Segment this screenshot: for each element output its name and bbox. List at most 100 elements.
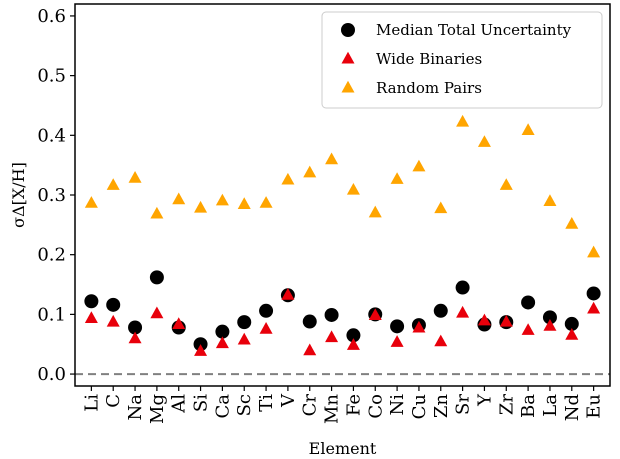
point-2-Mn (325, 152, 339, 165)
x-tick-label: Na (125, 394, 146, 421)
point-1-Si (194, 344, 208, 356)
point-2-Al (172, 192, 186, 205)
point-0-La (542, 310, 557, 325)
point-1-Ni (390, 335, 404, 347)
x-tick-label: Zr (496, 394, 517, 416)
point-0-Ti (259, 303, 274, 318)
y-tick-label: 0.6 (37, 6, 66, 27)
point-1-Na (128, 331, 142, 344)
point-1-Mg (150, 306, 164, 319)
point-1-Zn (434, 334, 448, 347)
legend-marker-2 (341, 80, 355, 93)
point-1-Cu (412, 320, 426, 333)
legend: Median Total Uncertainty Wide Binaries Ran… (321, 11, 603, 109)
point-0-Ca (215, 324, 230, 339)
point-2-Fe (346, 182, 360, 195)
point-1-La (543, 319, 557, 331)
point-1-Co (368, 308, 382, 321)
x-tick-label: Al (169, 394, 190, 414)
point-0-Sr (455, 280, 470, 295)
point-2-La (543, 194, 557, 207)
point-1-Fe (346, 338, 360, 350)
x-tick-label: Ca (212, 394, 233, 419)
point-2-Si (194, 200, 208, 213)
point-0-Ni (390, 319, 405, 334)
point-2-Ca (215, 193, 229, 206)
x-tick-label: Y (474, 393, 495, 407)
plot-area (75, 114, 610, 376)
point-1-Ba (521, 323, 535, 335)
point-1-Al (172, 317, 186, 329)
x-tick-label: C (103, 394, 124, 408)
point-1-Ti (259, 322, 273, 334)
point-0-Ba (521, 295, 536, 310)
x-tick-label: Cr (300, 394, 321, 417)
legend-box (321, 11, 603, 109)
y-axis-label: σΔ[X/H] (9, 162, 28, 228)
point-0-Mn (324, 307, 339, 322)
point-1-Cr (303, 343, 317, 356)
point-1-Sr (456, 305, 470, 318)
point-2-Ni (390, 172, 404, 184)
point-0-Cr (302, 314, 317, 329)
point-0-Fe (346, 328, 361, 343)
x-axis-label: Element (309, 439, 377, 458)
x-tick-label: Ba (518, 394, 539, 418)
y-tick-label: 0.2 (37, 245, 66, 266)
point-1-Eu (587, 301, 601, 314)
point-1-C (106, 314, 120, 327)
point-2-Sc (237, 197, 251, 209)
point-1-Ca (215, 336, 229, 349)
legend-label-2: Random Pairs (376, 79, 482, 97)
point-2-Eu (587, 245, 601, 258)
point-2-Na (128, 171, 142, 183)
point-2-Cr (303, 165, 317, 178)
x-tick-label: Si (191, 394, 212, 412)
point-1-V (281, 288, 295, 300)
x-tick-label: Ni (387, 394, 408, 416)
y-tick-label: 0.5 (37, 66, 66, 87)
x-tick-label: V (278, 393, 299, 408)
axes: 0.00.10.20.30.40.50.6Li C Na Mg Al Si Ca Sc Ti V C… (37, 3, 611, 424)
point-0-Nd (564, 316, 579, 331)
point-1-Sc (237, 332, 251, 345)
point-2-Co (368, 205, 382, 218)
point-2-Ti (259, 196, 273, 208)
x-tick-label: Nd (562, 394, 583, 421)
y-tick-label: 0.0 (37, 364, 66, 385)
x-tick-label: Mg (147, 394, 168, 424)
point-2-Ba (521, 123, 535, 135)
x-tick-label: Sc (234, 394, 255, 416)
point-0-Sc (237, 315, 252, 330)
point-2-Nd (565, 216, 579, 229)
x-tick-label: Li (81, 394, 102, 412)
x-tick-label: Mn (322, 394, 343, 424)
point-0-Li (84, 294, 99, 309)
point-1-Y (477, 313, 491, 326)
x-tick-label: Co (365, 394, 386, 419)
point-2-Li (84, 196, 98, 208)
x-tick-label: Eu (584, 394, 605, 419)
x-tick-label: Ti (256, 394, 277, 412)
point-2-Y (477, 135, 491, 147)
point-2-Zn (434, 201, 448, 214)
x-tick-label: La (540, 394, 561, 417)
legend-marker-1 (341, 51, 355, 64)
point-2-Sr (456, 114, 470, 127)
point-0-Mg (149, 270, 164, 285)
point-1-Nd (565, 328, 579, 340)
x-tick-label: Fe (343, 394, 364, 416)
point-1-Li (84, 311, 98, 323)
y-tick-label: 0.3 (37, 185, 66, 206)
legend-marker-0 (341, 23, 355, 37)
point-0-Zn (433, 303, 448, 318)
y-tick-label: 0.4 (37, 125, 66, 146)
point-1-Zr (499, 314, 513, 327)
legend-label-1: Wide Binaries (376, 50, 482, 68)
point-0-Na (128, 320, 143, 335)
point-1-Mn (325, 330, 339, 343)
y-tick-label: 0.1 (37, 304, 66, 325)
x-tick-label: Sr (453, 394, 474, 415)
point-2-C (106, 178, 120, 190)
point-2-V (281, 172, 295, 185)
